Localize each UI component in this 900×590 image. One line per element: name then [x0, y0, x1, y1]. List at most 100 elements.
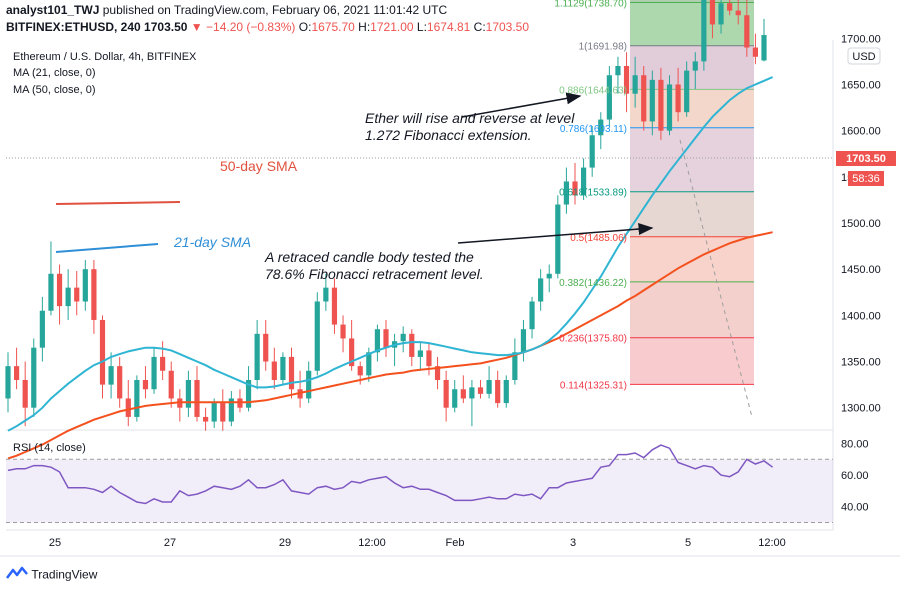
price-tick-label: 1600.00 — [841, 126, 881, 138]
fib-level-label: 0.236(1375.80) — [559, 334, 627, 345]
candle-body — [495, 379, 501, 404]
annotations: 50-day SMA 21-day SMA Ether will rise and … — [55, 92, 654, 282]
low-value: 1674.81 — [426, 20, 471, 34]
fib-band — [630, 127, 754, 192]
candle-body — [589, 135, 595, 168]
rsi-tick-label: 40.00 — [841, 502, 869, 514]
candle-body — [56, 273, 63, 307]
time-tick-label: 29 — [279, 537, 291, 549]
candle-body — [91, 269, 97, 320]
candle-body — [13, 366, 20, 380]
candle-body — [692, 61, 698, 71]
candle-body — [185, 379, 192, 408]
candle-body — [563, 181, 570, 205]
fib-note-line2: 1.272 Fibonacci extension. — [365, 127, 532, 143]
retrace-note-line2: 78.6% Fibonacci retracement level. — [265, 266, 484, 282]
sma21-annotation: 21-day SMA — [173, 234, 251, 250]
candle-body — [331, 287, 338, 325]
candle-body — [271, 361, 277, 380]
candle-body — [417, 350, 423, 357]
candle-body — [658, 79, 664, 131]
candle-body — [220, 403, 226, 422]
fibonacci-zone[interactable] — [630, 0, 754, 418]
price-axis[interactable]: 1300.001350.001400.001450.001500.001550.… — [836, 0, 896, 415]
price-tick-label: 1500.00 — [841, 218, 881, 230]
candle-body — [22, 379, 28, 408]
countdown-text: 58:36 — [852, 173, 880, 185]
fib-note-arrow — [461, 92, 582, 118]
close-label: C: — [473, 20, 486, 34]
candle-body — [108, 366, 114, 385]
candle-body — [649, 79, 655, 122]
open-label: O: — [298, 20, 312, 34]
candle-body — [168, 370, 174, 399]
fib-band — [630, 337, 754, 385]
close-value: 1703.50 — [485, 20, 530, 34]
candle-body — [529, 301, 535, 330]
candle-body — [99, 319, 106, 385]
candle-body — [718, 3, 724, 25]
price-tick-label: 1650.00 — [841, 79, 881, 91]
fib-level-label: 0.618(1533.89) — [559, 188, 627, 199]
time-axis[interactable]: 25 27 29 12:00 Feb 3 5 12:00 — [0, 537, 900, 557]
fibonacci-labels: 1.272(1804.54)1.1129(1738.70)1(1691.98)0… — [554, 0, 627, 391]
fib-band — [630, 2, 754, 46]
published-text: published on TradingView.com, February 0… — [102, 3, 448, 17]
price-tick-label: 1350.00 — [841, 357, 881, 369]
candle-body — [598, 119, 604, 136]
ohlc-line: BITFINEX:ETHUSD, 240 1703.50 ▼ −14.20 (−… — [6, 20, 529, 34]
fib-level-label: 0.886(1644.63) — [559, 85, 627, 96]
price-tick-label: 1700.00 — [841, 33, 881, 45]
countdown-tag — [848, 171, 884, 186]
time-tick-label: Feb — [446, 537, 465, 549]
candle-body — [409, 333, 415, 357]
candle-body — [452, 389, 458, 408]
rsi-tick-label: 80.00 — [841, 439, 869, 451]
sma50-sample-line — [55, 201, 181, 205]
candle-body — [684, 70, 690, 113]
footer-brand[interactable]: TradingView — [6, 566, 97, 583]
candle-body — [555, 204, 561, 274]
ma21-legend[interactable]: MA (21, close, 0) — [13, 67, 96, 79]
ma50-legend[interactable]: MA (50, close, 0) — [13, 84, 96, 96]
candle-body — [727, 3, 733, 11]
fib-level-label: 1.1129(1738.70) — [554, 0, 627, 10]
publish-line: analyst101_TWJ published on TradingView.… — [6, 3, 447, 17]
candle-body — [366, 352, 372, 376]
currency-button-label: USD — [852, 51, 875, 63]
rsi-legend[interactable]: RSI (14, close) — [13, 442, 86, 454]
candle-body — [31, 347, 37, 408]
candle-body — [538, 278, 544, 302]
rsi-pane[interactable]: 40.00 60.00 80.00 — [6, 439, 869, 531]
fib-note-line1: Ether will rise and reverse at level — [365, 110, 575, 126]
sma50-annotation: 50-day SMA — [220, 158, 298, 174]
time-tick-label: 5 — [685, 537, 691, 549]
candle-body — [546, 273, 552, 279]
price-tick-label: 1300.00 — [841, 403, 881, 415]
candle-body — [48, 273, 54, 311]
fib-level-label: 0.382(1436.22) — [559, 278, 627, 289]
fib-band — [630, 0, 754, 3]
candle-body — [160, 356, 166, 371]
candle-body — [125, 398, 131, 417]
candle-body — [349, 338, 355, 367]
fib-level-label: 0.786(1603.11) — [560, 124, 627, 135]
candle-body — [675, 84, 681, 113]
candle-body — [735, 10, 741, 16]
brand-name: TradingView — [31, 567, 98, 582]
candle-body — [142, 379, 149, 390]
last-price-tag — [836, 151, 896, 166]
time-tick-label: 12:00 — [758, 537, 786, 549]
candle-body — [469, 387, 475, 399]
candle-body — [752, 47, 759, 57]
candle-body — [151, 356, 157, 390]
currency-button — [847, 47, 881, 65]
retrace-note-line1: A retraced candle body tested the — [264, 249, 474, 265]
fib-level-label: 1(1691.98) — [579, 42, 627, 53]
candle-body — [606, 75, 612, 120]
author-name[interactable]: analyst101_TWJ — [6, 3, 100, 17]
chart-title: Ethereum / U.S. Dollar, 4h, BITFINEX — [13, 51, 197, 63]
tradingview-logo-icon — [6, 566, 28, 583]
symbol-label: BITFINEX:ETHUSD, 240 — [6, 20, 141, 34]
